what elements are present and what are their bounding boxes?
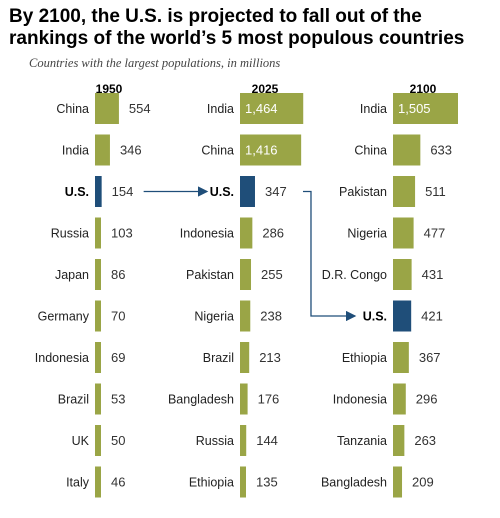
country-label-1950-indonesia: Indonesia — [35, 351, 89, 365]
value-label-2025-russia: 144 — [256, 433, 278, 448]
bar-2025-u-s — [240, 176, 255, 207]
value-label-2025-china: 1,416 — [245, 143, 278, 158]
value-label-2100-bangladesh: 209 — [412, 475, 434, 490]
bar-2025-indonesia — [240, 217, 253, 249]
value-label-1950-brazil: 53 — [111, 392, 125, 407]
value-label-2025-nigeria: 238 — [260, 309, 282, 324]
bar-1950-brazil — [95, 383, 101, 415]
bar-2100-bangladesh — [393, 466, 403, 498]
value-label-2100-india: 1,505 — [398, 101, 431, 116]
value-label-1950-italy: 46 — [111, 475, 125, 490]
country-label-2025-brazil: Brazil — [203, 351, 234, 365]
country-label-2100-indonesia: Indonesia — [333, 393, 387, 407]
bar-2100-indonesia — [393, 383, 406, 415]
bar-2025-china — [240, 134, 302, 166]
country-label-2025-pakistan: Pakistan — [186, 268, 234, 282]
bar-1950-uk — [95, 425, 101, 456]
chart-title: By 2100, the U.S. is projected to fall o… — [9, 6, 465, 49]
country-label-2100-nigeria: Nigeria — [347, 227, 387, 241]
country-label-2025-u-s: U.S. — [210, 185, 234, 199]
country-label-2025-nigeria: Nigeria — [194, 310, 234, 324]
value-label-2025-indonesia: 286 — [262, 226, 284, 241]
value-label-2025-u-s: 347 — [265, 184, 287, 199]
bar-2025-ethiopia — [240, 466, 246, 498]
country-label-1950-brazil: Brazil — [58, 393, 89, 407]
value-label-1950-germany: 70 — [111, 309, 125, 324]
bar-1950-indonesia — [95, 342, 101, 373]
country-label-1950-russia: Russia — [51, 227, 89, 241]
country-label-1950-italy: Italy — [66, 476, 90, 490]
value-label-1950-u-s: 154 — [112, 184, 134, 199]
bar-2025-pakistan — [240, 259, 252, 290]
country-label-2100-ethiopia: Ethiopia — [342, 351, 387, 365]
country-label-1950-india: India — [62, 144, 89, 158]
country-label-2100-pakistan: Pakistan — [339, 185, 387, 199]
year-label-1950: 1950 — [96, 82, 123, 96]
year-label-2100: 2100 — [410, 82, 437, 96]
value-label-2025-india: 1,464 — [245, 101, 278, 116]
bar-2100-china — [393, 134, 421, 166]
country-label-1950-uk: UK — [72, 434, 90, 448]
bar-2025-india — [240, 93, 304, 124]
bar-2100-nigeria — [393, 217, 414, 249]
bar-2025-bangladesh — [240, 383, 248, 415]
value-label-2025-brazil: 213 — [259, 350, 281, 365]
bar-2025-russia — [240, 425, 247, 456]
country-label-2100-india: India — [360, 102, 387, 116]
country-label-2100-bangladesh: Bangladesh — [321, 476, 387, 490]
arrow-2025-to-2100 — [302, 190, 357, 322]
bar-1950-russia — [95, 217, 101, 249]
value-label-1950-uk: 50 — [111, 433, 125, 448]
country-label-2025-china: China — [201, 144, 234, 158]
value-label-2100-nigeria: 477 — [424, 226, 446, 241]
value-label-2100-tanzania: 263 — [414, 433, 436, 448]
country-label-1950-germany: Germany — [38, 310, 90, 324]
country-label-1950-u-s: U.S. — [65, 185, 89, 199]
year-label-2025: 2025 — [252, 82, 279, 96]
value-label-1950-china: 554 — [129, 101, 151, 116]
value-label-2100-d-r-congo: 431 — [422, 267, 444, 282]
bar-2100-d-r-congo — [393, 259, 412, 290]
value-label-2100-indonesia: 296 — [416, 392, 438, 407]
country-label-2025-india: India — [207, 102, 234, 116]
bar-2025-nigeria — [240, 300, 251, 332]
country-label-1950-china: China — [56, 102, 89, 116]
value-label-2100-china: 633 — [430, 143, 452, 158]
bar-1950-italy — [95, 466, 101, 498]
country-label-2025-ethiopia: Ethiopia — [189, 476, 234, 490]
country-label-2100-d-r-congo: D.R. Congo — [322, 268, 387, 282]
country-label-2100-u-s: U.S. — [363, 310, 387, 324]
bar-2100-india — [393, 93, 458, 124]
value-label-1950-russia: 103 — [111, 226, 133, 241]
country-label-2100-china: China — [354, 144, 387, 158]
country-label-2025-russia: Russia — [196, 434, 234, 448]
bar-2025-brazil — [240, 342, 250, 373]
value-label-2100-pakistan: 511 — [425, 184, 446, 199]
country-label-2025-indonesia: Indonesia — [180, 227, 234, 241]
bar-1950-germany — [95, 300, 101, 332]
value-label-1950-japan: 86 — [111, 267, 125, 282]
country-label-2025-bangladesh: Bangladesh — [168, 393, 234, 407]
bar-2100-u-s — [393, 300, 412, 332]
value-label-2025-pakistan: 255 — [261, 267, 283, 282]
value-label-1950-india: 346 — [120, 143, 142, 158]
value-label-2100-ethiopia: 367 — [419, 350, 441, 365]
value-label-2025-ethiopia: 135 — [256, 475, 278, 490]
bar-1950-china — [95, 93, 119, 124]
value-label-2100-u-s: 421 — [421, 309, 443, 324]
bar-1950-japan — [95, 259, 101, 290]
country-label-2100-tanzania: Tanzania — [337, 434, 387, 448]
chart-subtitle: Countries with the largest populations, … — [29, 56, 281, 70]
country-label-1950-japan: Japan — [55, 268, 89, 282]
bar-1950-india — [95, 134, 110, 166]
bar-2100-ethiopia — [393, 342, 409, 373]
bar-2100-tanzania — [393, 425, 405, 456]
value-label-2025-bangladesh: 176 — [258, 392, 280, 407]
bar-1950-u-s — [95, 176, 102, 207]
value-label-1950-indonesia: 69 — [111, 350, 125, 365]
bar-2100-pakistan — [393, 176, 416, 207]
